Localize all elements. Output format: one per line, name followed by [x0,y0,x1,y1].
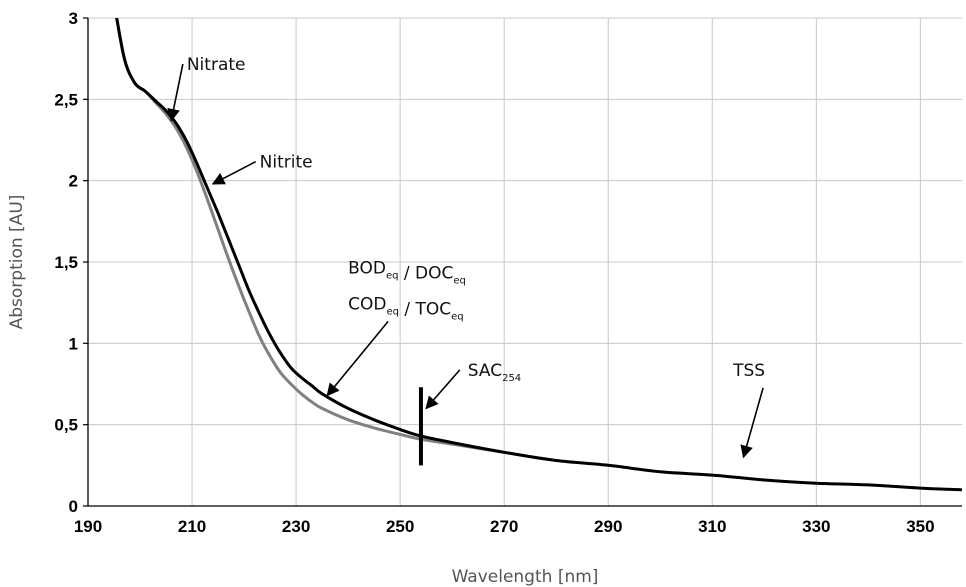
y-tick-label: 0,5 [54,416,78,435]
annotation-arrow-nitrite [211,160,257,185]
x-tick-label: 270 [490,517,518,536]
annotation-line: CODeq / TOCeq [348,294,464,322]
y-tick-label: 2,5 [54,90,78,109]
x-tick-label: 310 [698,517,726,536]
y-tick-label: 2 [69,172,78,191]
x-tick-label: 290 [594,517,622,536]
annotation-arrow-bod [326,320,389,397]
annotation-label-tss: TSS [732,361,765,381]
annotation-nitrate: Nitrate [167,55,246,122]
annotation-tss: TSS [732,361,765,459]
series-line-1 [115,18,962,492]
x-tick-label: 210 [178,517,206,536]
grid [87,17,962,507]
annotation-arrow-tss [740,387,764,459]
x-tick-label: 190 [74,517,102,536]
y-tick-label: 3 [69,9,78,28]
annotation-bod: BODeq / DOCeq CODeq / TOCeq [326,258,466,397]
annotation-label-sac: SAC254 [468,361,521,384]
x-tick-label: 330 [802,517,830,536]
annotation-nitrite: Nitrite [211,153,313,185]
annotation-arrow-sac [425,369,461,410]
y-axis-title: Absorption [AU] [7,195,27,330]
annotation-label-nitrite: Nitrite [260,153,313,173]
annotation-arrow-nitrate [167,63,184,122]
x-tick-label: 350 [906,517,934,536]
series-group [115,18,962,492]
axes [83,17,962,507]
annotation-line: BODeq / DOCeq [348,258,466,286]
annotations: Nitrate Nitrite BODeq / DOCeq CODeq / TOCeq… [167,55,765,459]
y-tick-label: 1 [69,334,78,353]
tick-labels: 190 210 230 250 270 290 310 330 350 0 0,5 1 1,5 2 2,5 3 [54,9,934,536]
annotation-label-nitrate: Nitrate [187,55,246,75]
annotation-sac: SAC254 [425,361,521,410]
x-axis-title: Wavelength [nm] [452,567,599,587]
x-tick-label: 250 [386,517,414,536]
y-tick-label: 1,5 [54,253,78,272]
x-tick-label: 230 [282,517,310,536]
y-tick-label: 0 [69,497,78,516]
series-line-2 [115,18,505,454]
